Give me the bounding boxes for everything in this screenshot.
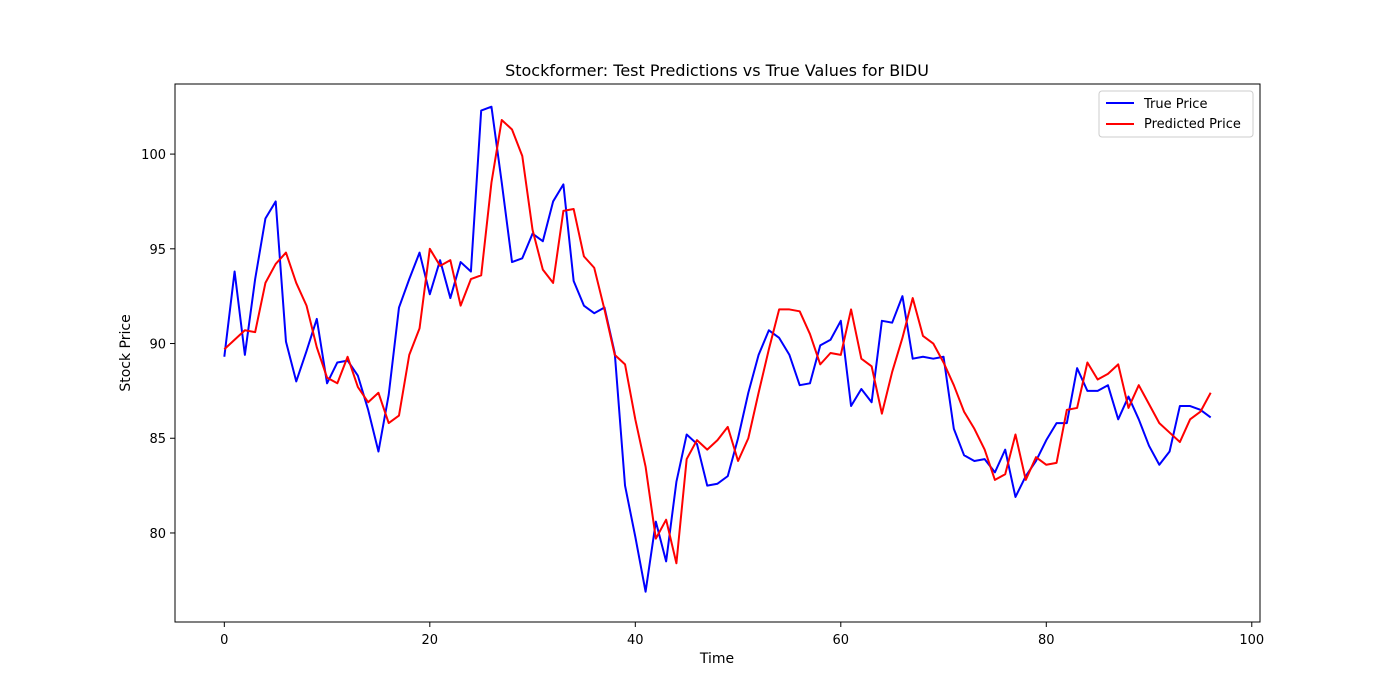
legend-label-true-price: True Price [1143, 97, 1207, 112]
x-tick-label: 100 [1239, 633, 1264, 648]
x-tick-label: 60 [833, 633, 850, 648]
y-tick-label: 90 [149, 338, 166, 353]
x-axis: 0 20 40 60 80 100 [220, 622, 1264, 648]
y-tick-label: 95 [149, 243, 166, 258]
legend-label-predicted-price: Predicted Price [1144, 117, 1241, 132]
series-layer [223, 105, 1212, 593]
legend-box [1098, 90, 1254, 138]
x-axis-label: Time [699, 651, 734, 667]
y-tick-label: 85 [149, 432, 166, 447]
y-tick-label: 100 [141, 148, 166, 163]
plot-area-frame [174, 83, 1261, 623]
legend: True Price Predicted Price [1098, 90, 1254, 138]
x-tick-label: 80 [1038, 633, 1055, 648]
y-axis-label: Stock Price [118, 314, 134, 391]
x-tick-label: 20 [422, 633, 439, 648]
series-line-predicted-price [223, 118, 1212, 565]
y-tick-label: 80 [149, 527, 166, 542]
series-line-true-price [223, 105, 1212, 593]
x-tick-label: 0 [220, 633, 228, 648]
chart-title: Stockformer: Test Predictions vs True Va… [505, 61, 929, 80]
y-axis: 80 85 90 95 100 [141, 148, 175, 542]
x-tick-label: 40 [627, 633, 644, 648]
